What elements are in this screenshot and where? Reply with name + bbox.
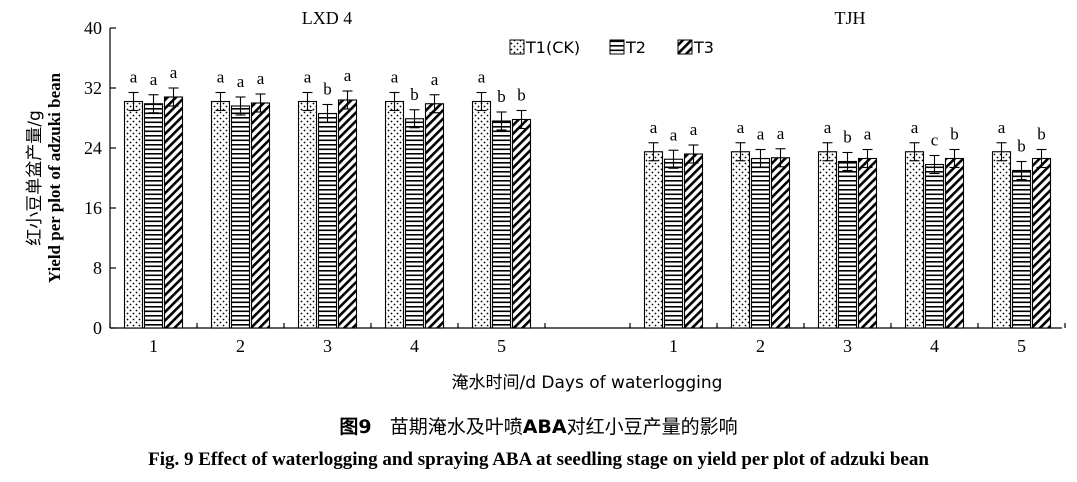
bar-tjh-2-t3: [770, 157, 791, 329]
figure-caption-cn: 图9 苗期淹水及叶喷ABA对红小豆产量的影响: [0, 412, 1077, 439]
significance-letter: a: [304, 68, 312, 87]
significance-letter: a: [864, 125, 872, 144]
bar-lxd4-5-t2: [491, 120, 512, 329]
significance-letter: a: [150, 70, 158, 89]
bar-tjh-3-t2: [837, 160, 858, 329]
significance-letter: b: [1037, 125, 1046, 144]
x-tick-label: 3: [323, 336, 332, 356]
x-axis-label: 淹水时间/d Days of waterlogging: [452, 373, 723, 393]
significance-letter: b: [517, 86, 526, 105]
significance-letter: b: [1017, 137, 1026, 156]
y-tick-label-24: 24: [84, 138, 102, 158]
significance-letter: a: [777, 124, 785, 143]
significance-letter: b: [950, 125, 959, 144]
legend: T1(CK) T2 T3: [509, 38, 714, 57]
y-axis-label-en: Yield per plot of adzuki bean: [45, 72, 64, 283]
bar-tjh-3-t1ck: [817, 151, 838, 329]
significance-letter: a: [670, 125, 678, 144]
significance-letter: a: [217, 68, 225, 87]
group-title-lxd4: LXD 4: [302, 8, 353, 28]
legend-swatch-t2: [609, 39, 625, 55]
bar-tjh-4-t1ck: [904, 151, 925, 329]
x-tick-label: 3: [843, 336, 852, 356]
significance-letter: a: [170, 63, 178, 82]
bar-lxd4-5-t1ck: [471, 100, 492, 329]
significance-letter: a: [757, 125, 765, 144]
bar-lxd4-2-t1ck: [210, 100, 231, 329]
legend-swatch-t1: [509, 39, 525, 55]
caption-fig-number: 图9: [339, 416, 372, 438]
group-title-tjh: TJH: [835, 8, 866, 28]
x-tick-label: 1: [669, 336, 678, 356]
significance-letter: b: [497, 87, 506, 106]
bar-lxd4-4-t3: [424, 103, 445, 329]
legend-label-t1: T1(CK): [525, 38, 580, 57]
bars: a a a a a a aba aba ab ba a a a a a ab a ac b abb: [123, 63, 1052, 329]
bar-lxd4-1-t3: [163, 96, 184, 329]
significance-letter: a: [650, 118, 658, 137]
bar-tjh-1-t3: [683, 153, 704, 329]
significance-letter: a: [431, 70, 439, 89]
x-ticks: 1 2 3 4 5 1 2 3 4 5: [109, 323, 1066, 356]
bar-lxd4-4-t1ck: [384, 100, 405, 329]
bar-lxd4-3-t3: [337, 99, 358, 329]
y-tick-label-40: 40: [84, 18, 102, 38]
bar-lxd4-4-t2: [404, 118, 425, 329]
bar-tjh-3-t3: [857, 157, 878, 329]
significance-letter: a: [257, 69, 265, 88]
bar-tjh-2-t2: [750, 157, 771, 329]
y-tick-label-32: 32: [84, 78, 102, 98]
x-tick-label: 2: [756, 336, 765, 356]
significance-letter: a: [737, 118, 745, 137]
y-ticks: 0 8 16 24 32 40: [84, 18, 116, 338]
caption-text-a: 苗期淹水及叶喷: [389, 416, 523, 438]
bar-tjh-2-t1ck: [730, 151, 751, 329]
x-tick-label: 5: [1017, 336, 1026, 356]
x-tick-label: 1: [149, 336, 158, 356]
significance-letter: a: [998, 118, 1006, 137]
bar-tjh-5-t2: [1011, 169, 1032, 329]
y-axis-label-cn: 红小豆单盆产量/g: [25, 110, 45, 246]
y-tick-label-16: 16: [84, 198, 102, 218]
significance-letter: a: [391, 68, 399, 87]
bar-lxd4-1-t2: [143, 103, 164, 329]
significance-letter: a: [911, 118, 919, 137]
bar-chart: 0 8 16 24 32 40 1 2 3 4 5 1 2 3 4 5 红小豆单盆产量/g Yield pe…: [25, 8, 1066, 393]
x-tick-label: 4: [930, 336, 939, 356]
bar-lxd4-3-t2: [317, 112, 338, 329]
x-tick-label: 4: [410, 336, 419, 356]
bar-tjh-5-t3: [1031, 157, 1052, 329]
bar-lxd4-3-t1ck: [297, 100, 318, 329]
bar-tjh-1-t2: [663, 158, 684, 329]
caption-text-c: 对红小豆产量的影响: [566, 416, 738, 438]
significance-letter: b: [410, 85, 419, 104]
bar-tjh-1-t1ck: [643, 151, 664, 329]
significance-letter: a: [690, 120, 698, 139]
bar-lxd4-5-t3: [511, 118, 532, 329]
x-tick-label: 5: [497, 336, 506, 356]
legend-label-t2: T2: [625, 38, 646, 57]
significance-letter: a: [824, 118, 832, 137]
figure-caption-en: Fig. 9 Effect of waterlogging and sprayi…: [148, 449, 929, 470]
significance-letter: b: [323, 80, 332, 99]
bar-tjh-4-t3: [944, 157, 965, 329]
bar-tjh-5-t1ck: [991, 151, 1012, 329]
x-tick-label: 2: [236, 336, 245, 356]
legend-label-t3: T3: [693, 38, 714, 57]
y-tick-label-0: 0: [93, 318, 102, 338]
significance-letter: a: [130, 68, 138, 87]
y-tick-label-8: 8: [93, 258, 102, 278]
bar-lxd4-2-t3: [250, 102, 271, 329]
legend-swatch-t3: [677, 39, 693, 55]
significance-letter: b: [843, 128, 852, 147]
significance-letter: c: [931, 131, 939, 150]
caption-text-b: ABA: [522, 416, 567, 438]
bar-lxd4-2-t2: [230, 105, 251, 329]
significance-letter: a: [344, 66, 352, 85]
bar-lxd4-1-t1ck: [123, 100, 144, 329]
significance-letter: a: [478, 68, 486, 87]
bar-tjh-4-t2: [924, 163, 945, 329]
significance-letter: a: [237, 72, 245, 91]
